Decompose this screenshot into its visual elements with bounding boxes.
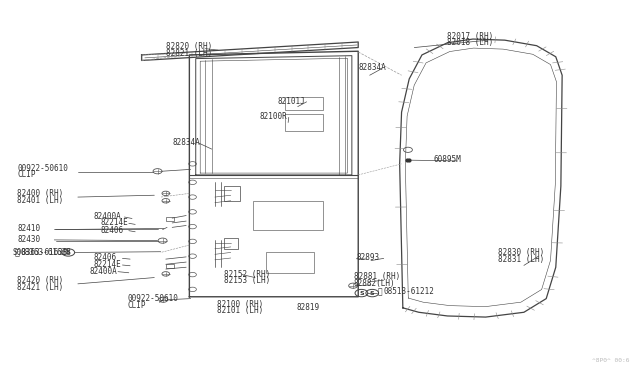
Text: 82100R: 82100R bbox=[259, 112, 287, 121]
Text: 82401 (LH): 82401 (LH) bbox=[17, 196, 63, 205]
Text: 60895M: 60895M bbox=[433, 155, 461, 164]
Text: 82819: 82819 bbox=[296, 303, 319, 312]
Text: S: S bbox=[359, 291, 364, 296]
Text: 82400A: 82400A bbox=[94, 212, 122, 221]
Text: 00922-50610: 00922-50610 bbox=[127, 295, 179, 304]
Text: S: S bbox=[370, 291, 374, 296]
Text: 08513-61212: 08513-61212 bbox=[384, 288, 435, 296]
Text: 82214E: 82214E bbox=[94, 260, 122, 269]
Text: 82153 (LH): 82153 (LH) bbox=[225, 276, 271, 285]
Text: 82830 (RH): 82830 (RH) bbox=[499, 248, 545, 257]
Text: 82101J: 82101J bbox=[277, 97, 305, 106]
Text: 82420 (RH): 82420 (RH) bbox=[17, 276, 63, 285]
Text: 82017 (RH): 82017 (RH) bbox=[447, 32, 493, 41]
Text: Ⓢ: Ⓢ bbox=[14, 248, 19, 257]
Text: 82100 (RH): 82100 (RH) bbox=[217, 300, 263, 309]
Text: 82834A: 82834A bbox=[172, 138, 200, 147]
Text: Ⓢ: Ⓢ bbox=[378, 288, 382, 296]
Text: 82430: 82430 bbox=[17, 235, 40, 244]
Text: 82406: 82406 bbox=[100, 226, 124, 235]
Text: 82820 (RH): 82820 (RH) bbox=[166, 42, 212, 51]
Text: 82831 (LH): 82831 (LH) bbox=[499, 254, 545, 264]
Text: 82421 (LH): 82421 (LH) bbox=[17, 283, 63, 292]
Text: S08363-61638: S08363-61638 bbox=[13, 248, 68, 257]
Text: 82410: 82410 bbox=[17, 224, 40, 233]
Text: 08363-61638: 08363-61638 bbox=[20, 248, 72, 257]
Text: 00922-50610: 00922-50610 bbox=[17, 164, 68, 173]
Text: 82882(LH): 82882(LH) bbox=[354, 279, 396, 288]
Text: 82881 (RH): 82881 (RH) bbox=[354, 272, 400, 281]
Text: 82214E: 82214E bbox=[100, 218, 128, 227]
Text: 82406: 82406 bbox=[94, 253, 117, 263]
Text: CLIP: CLIP bbox=[127, 301, 146, 310]
Text: CLIP: CLIP bbox=[17, 170, 36, 179]
Text: 82400A: 82400A bbox=[90, 267, 117, 276]
Text: 82834A: 82834A bbox=[358, 63, 386, 72]
Text: S: S bbox=[66, 250, 70, 255]
Text: 82018 (LH): 82018 (LH) bbox=[447, 38, 493, 47]
Text: 82893: 82893 bbox=[357, 253, 380, 262]
Text: 82152 (RH): 82152 (RH) bbox=[225, 270, 271, 279]
Text: 82821 (LH): 82821 (LH) bbox=[166, 49, 212, 58]
Text: 82400 (RH): 82400 (RH) bbox=[17, 189, 63, 198]
Text: 82101 (LH): 82101 (LH) bbox=[217, 306, 263, 315]
Text: ^8P0^ 00:6: ^8P0^ 00:6 bbox=[591, 358, 629, 363]
